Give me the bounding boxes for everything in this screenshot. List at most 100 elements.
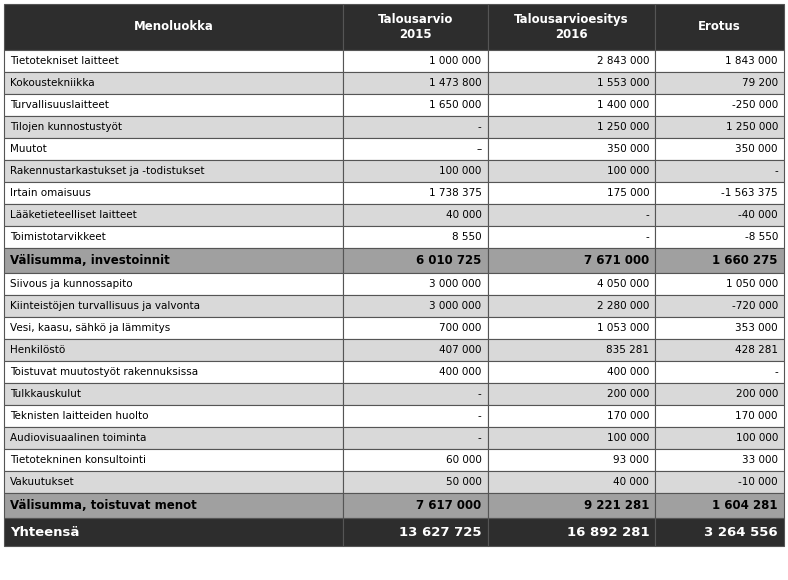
Bar xyxy=(4,405,344,427)
Bar xyxy=(488,361,656,383)
Text: 9 221 281: 9 221 281 xyxy=(584,499,649,512)
Text: 1 473 800: 1 473 800 xyxy=(429,78,481,88)
Bar xyxy=(4,273,344,295)
Bar xyxy=(656,449,784,471)
Bar xyxy=(344,138,488,160)
Text: 175 000: 175 000 xyxy=(607,188,649,198)
Bar xyxy=(488,138,656,160)
Text: Turvallisuuslaitteet: Turvallisuuslaitteet xyxy=(10,100,109,110)
Bar xyxy=(488,295,656,317)
Text: 50 000: 50 000 xyxy=(446,477,481,487)
Text: Siivous ja kunnossapito: Siivous ja kunnossapito xyxy=(10,279,132,289)
Text: 350 000: 350 000 xyxy=(607,144,649,154)
Text: 407 000: 407 000 xyxy=(439,345,481,355)
Text: 1 053 000: 1 053 000 xyxy=(597,323,649,333)
Bar xyxy=(344,405,488,427)
Bar xyxy=(4,339,344,361)
Text: 40 000: 40 000 xyxy=(613,477,649,487)
Text: Muutot: Muutot xyxy=(10,144,46,154)
Text: 1 400 000: 1 400 000 xyxy=(597,100,649,110)
Bar xyxy=(4,4,344,50)
Bar xyxy=(4,361,344,383)
Text: 1 660 275: 1 660 275 xyxy=(712,254,778,267)
Text: 1 050 000: 1 050 000 xyxy=(726,279,778,289)
Text: Talousarvioesitys
2016: Talousarvioesitys 2016 xyxy=(514,13,629,41)
Text: Tulkkauskulut: Tulkkauskulut xyxy=(10,389,81,399)
Bar xyxy=(4,160,344,182)
Text: 400 000: 400 000 xyxy=(607,367,649,377)
Text: -: - xyxy=(645,232,649,242)
Text: Talousarvio
2015: Talousarvio 2015 xyxy=(377,13,453,41)
Text: 400 000: 400 000 xyxy=(439,367,481,377)
Text: 1 000 000: 1 000 000 xyxy=(429,56,481,66)
Bar xyxy=(4,72,344,94)
Bar xyxy=(656,138,784,160)
Text: Välisumma, toistuvat menot: Välisumma, toistuvat menot xyxy=(10,499,197,512)
Bar xyxy=(4,471,344,493)
Bar xyxy=(4,449,344,471)
Bar xyxy=(488,160,656,182)
Text: Kokoustekniikka: Kokoustekniikka xyxy=(10,78,95,88)
Text: 13 627 725: 13 627 725 xyxy=(399,525,481,538)
Text: Vesi, kaasu, sähkö ja lämmitys: Vesi, kaasu, sähkö ja lämmitys xyxy=(10,323,170,333)
Bar xyxy=(488,50,656,72)
Text: 4 050 000: 4 050 000 xyxy=(597,279,649,289)
Bar xyxy=(488,339,656,361)
Bar xyxy=(4,317,344,339)
Bar xyxy=(656,160,784,182)
Text: 1 738 375: 1 738 375 xyxy=(429,188,481,198)
Bar xyxy=(344,204,488,226)
Text: Audiovisuaalinen toiminta: Audiovisuaalinen toiminta xyxy=(10,433,147,443)
Bar xyxy=(344,273,488,295)
Text: 1 650 000: 1 650 000 xyxy=(429,100,481,110)
Text: -: - xyxy=(775,367,778,377)
Text: 835 281: 835 281 xyxy=(606,345,649,355)
Text: 2 280 000: 2 280 000 xyxy=(597,301,649,311)
Bar xyxy=(656,182,784,204)
Bar xyxy=(488,427,656,449)
Bar xyxy=(488,4,656,50)
Text: 428 281: 428 281 xyxy=(735,345,778,355)
Text: Tilojen kunnostustyöt: Tilojen kunnostustyöt xyxy=(10,122,122,132)
Text: 8 550: 8 550 xyxy=(452,232,481,242)
Bar xyxy=(4,94,344,116)
Bar xyxy=(4,383,344,405)
Bar xyxy=(488,204,656,226)
Text: 100 000: 100 000 xyxy=(607,433,649,443)
Bar xyxy=(344,116,488,138)
Text: 350 000: 350 000 xyxy=(735,144,778,154)
Text: -10 000: -10 000 xyxy=(738,477,778,487)
Bar xyxy=(344,471,488,493)
Bar xyxy=(488,383,656,405)
Text: -8 550: -8 550 xyxy=(745,232,778,242)
Text: 353 000: 353 000 xyxy=(735,323,778,333)
Text: Kiinteistöjen turvallisuus ja valvonta: Kiinteistöjen turvallisuus ja valvonta xyxy=(10,301,200,311)
Bar xyxy=(488,248,656,273)
Text: 7 671 000: 7 671 000 xyxy=(584,254,649,267)
Text: 40 000: 40 000 xyxy=(446,210,481,220)
Bar xyxy=(4,295,344,317)
Text: 100 000: 100 000 xyxy=(607,166,649,176)
Bar xyxy=(344,226,488,248)
Bar xyxy=(656,204,784,226)
Text: -1 563 375: -1 563 375 xyxy=(721,188,778,198)
Bar xyxy=(4,518,344,546)
Text: Henkilöstö: Henkilöstö xyxy=(10,345,65,355)
Text: 1 553 000: 1 553 000 xyxy=(597,78,649,88)
Bar xyxy=(656,317,784,339)
Bar xyxy=(656,226,784,248)
Text: Irtain omaisuus: Irtain omaisuus xyxy=(10,188,91,198)
Text: Toimistotarvikkeet: Toimistotarvikkeet xyxy=(10,232,106,242)
Bar xyxy=(4,248,344,273)
Bar xyxy=(344,383,488,405)
Bar xyxy=(344,72,488,94)
Text: Tietotekninen konsultointi: Tietotekninen konsultointi xyxy=(10,455,146,465)
Text: 3 264 556: 3 264 556 xyxy=(704,525,778,538)
Text: Yhteensä: Yhteensä xyxy=(10,525,80,538)
Text: -40 000: -40 000 xyxy=(738,210,778,220)
Bar xyxy=(344,317,488,339)
Bar xyxy=(656,116,784,138)
Bar xyxy=(344,182,488,204)
Bar xyxy=(488,471,656,493)
Text: 1 604 281: 1 604 281 xyxy=(712,499,778,512)
